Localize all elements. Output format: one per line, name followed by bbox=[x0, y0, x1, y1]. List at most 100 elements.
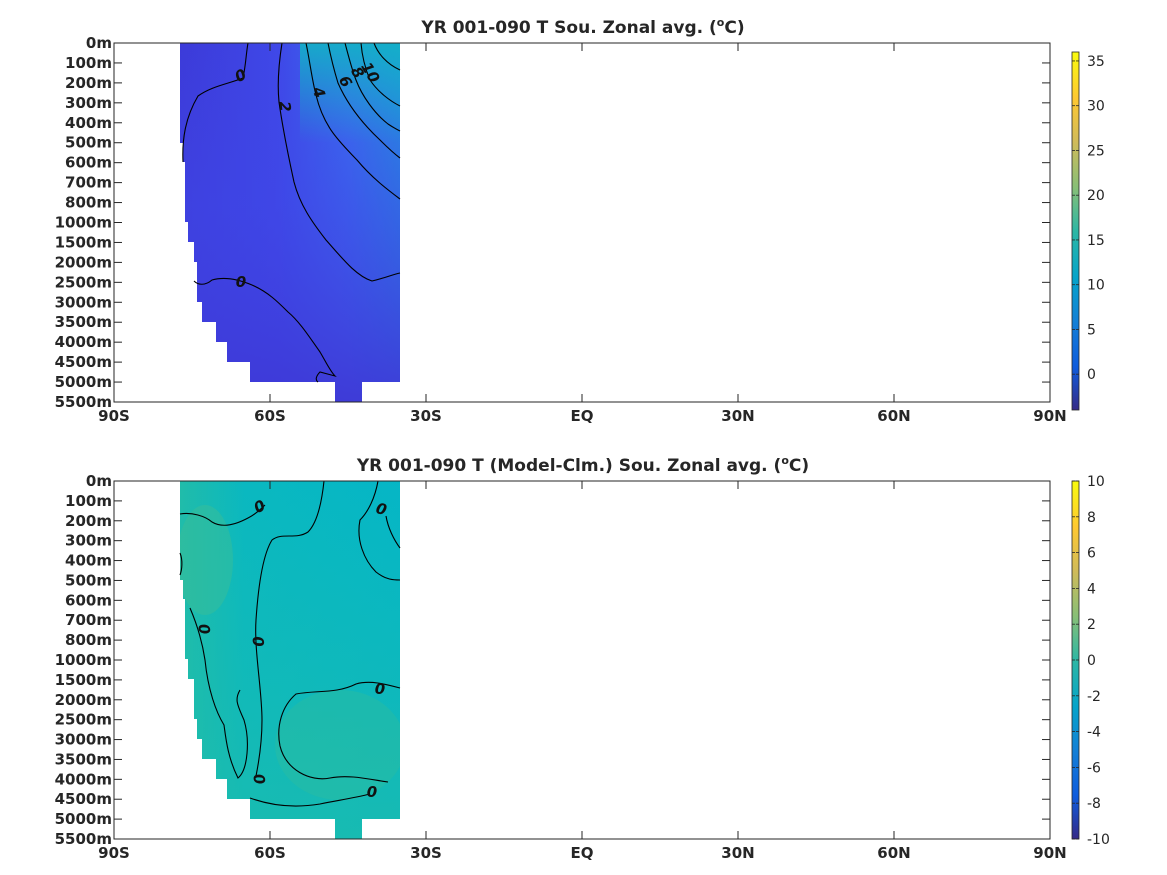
top-x-tick-label: 30S bbox=[410, 407, 442, 425]
bottom-title-sup: o bbox=[781, 454, 789, 467]
top-y-tick-label: 100m bbox=[65, 54, 112, 72]
bottom-x-tick-label: 60S bbox=[254, 844, 286, 862]
bottom-contour-label-6: 0 bbox=[249, 772, 269, 785]
bottom-contour-label-3: 0 bbox=[194, 622, 214, 635]
bottom-colorbar-tick-label: 6 bbox=[1087, 546, 1096, 562]
top-y-tick-label: 2500m bbox=[55, 273, 112, 291]
top-y-tick-label: 3500m bbox=[55, 313, 112, 331]
bottom-chart-title: YR 001-090 T (Model-Clm.) Sou. Zonal avg… bbox=[356, 454, 809, 476]
bottom-x-tick-label: 90N bbox=[1033, 844, 1066, 862]
top-y-tick-label: 700m bbox=[65, 174, 112, 192]
top-contour-0-upper bbox=[182, 42, 249, 163]
top-y-tick-label: 5000m bbox=[55, 373, 112, 391]
top-y-tick-label: 500m bbox=[65, 134, 112, 152]
top-x-tick-label: EQ bbox=[571, 407, 594, 425]
bottom-panel: YR 001-090 T (Model-Clm.) Sou. Zonal avg… bbox=[55, 454, 1110, 862]
top-panel: YR 001-090 T Sou. Zonal avg. (oC) 0 2 4 … bbox=[55, 16, 1105, 425]
bottom-y-tick-label: 1500m bbox=[55, 671, 112, 689]
top-colorbar-tick-label: 15 bbox=[1087, 233, 1105, 249]
bottom-y-tick-label: 2500m bbox=[55, 711, 112, 729]
bottom-y-tick-label: 200m bbox=[65, 512, 112, 530]
top-colorbar-tick-label: 25 bbox=[1087, 143, 1105, 159]
bottom-y-tick-label: 4000m bbox=[55, 770, 112, 788]
top-y-tick-label: 200m bbox=[65, 74, 112, 92]
bottom-contour-e bbox=[179, 552, 183, 576]
bottom-contour-label-7: 0 bbox=[367, 783, 377, 801]
bottom-y-tick-label: 600m bbox=[65, 591, 112, 609]
top-colorbar-ticks: 0 5 10 15 20 25 30 35 bbox=[1072, 54, 1105, 383]
top-contour-12 bbox=[373, 42, 401, 71]
bottom-x-tick-label: 30N bbox=[721, 844, 754, 862]
bottom-x-axis: 90S 60S 30S EQ 30N 60N 90N bbox=[98, 481, 1067, 862]
top-y-tick-label: 600m bbox=[65, 154, 112, 172]
bottom-contour-g bbox=[278, 681, 401, 783]
top-y-tick-label: 400m bbox=[65, 114, 112, 132]
bottom-y-tick-label: 700m bbox=[65, 611, 112, 629]
top-colorbar-tick-label: 5 bbox=[1087, 322, 1096, 338]
bottom-x-tick-label: 30S bbox=[410, 844, 442, 862]
top-y-tick-label: 4500m bbox=[55, 353, 112, 371]
top-y-tick-label: 2000m bbox=[55, 253, 112, 271]
top-y-tick-label: 3000m bbox=[55, 293, 112, 311]
bottom-colorbar-tick-label: 4 bbox=[1087, 581, 1096, 597]
bottom-y-tick-label: 5000m bbox=[55, 810, 112, 828]
top-y-tick-label: 300m bbox=[65, 94, 112, 112]
top-contour-4 bbox=[305, 42, 401, 200]
top-contours bbox=[182, 42, 401, 383]
bottom-y-tick-label: 0m bbox=[86, 472, 112, 490]
top-y-tick-label: 5500m bbox=[55, 393, 112, 411]
bottom-contours bbox=[179, 480, 401, 807]
bottom-y-tick-label: 300m bbox=[65, 532, 112, 550]
bottom-contour-b bbox=[255, 480, 325, 777]
bottom-x-tick-label: 90S bbox=[98, 844, 130, 862]
bottom-y-tick-label: 3000m bbox=[55, 731, 112, 749]
bottom-y-tick-label: 500m bbox=[65, 571, 112, 589]
top-y-axis: 0m 100m 200m 300m 400m 500m 600m 700m 800m 1000m1… bbox=[55, 34, 1050, 411]
bottom-y-tick-label: 4500m bbox=[55, 790, 112, 808]
top-y-tick-label: 1500m bbox=[55, 233, 112, 251]
top-colorbar-tick-label: 0 bbox=[1087, 367, 1096, 383]
top-colorbar-tick-label: 30 bbox=[1087, 99, 1105, 115]
top-y-tick-label: 0m bbox=[86, 34, 112, 52]
bottom-contour-f bbox=[189, 607, 248, 779]
top-y-tick-label: 1000m bbox=[55, 214, 112, 232]
bottom-contour-label-5: 0 bbox=[375, 680, 385, 698]
top-contour-8 bbox=[344, 42, 401, 132]
bottom-x-tick-label: EQ bbox=[571, 844, 594, 862]
bottom-colorbar-tick-label: -10 bbox=[1087, 832, 1110, 848]
bottom-colorbar-tick-label: 0 bbox=[1087, 653, 1096, 669]
top-colorbar-tick-label: 35 bbox=[1087, 54, 1105, 70]
top-contour-6 bbox=[327, 42, 401, 159]
top-x-tick-label: 30N bbox=[721, 407, 754, 425]
bottom-colorbar-tick-label: 10 bbox=[1087, 474, 1105, 490]
top-title-sup: o bbox=[717, 16, 725, 29]
top-x-tick-label: 90N bbox=[1033, 407, 1066, 425]
bottom-y-tick-label: 3500m bbox=[55, 750, 112, 768]
top-contour-label-0b: 0 bbox=[236, 273, 246, 291]
bottom-y-tick-label: 100m bbox=[65, 492, 112, 510]
bottom-colorbar-tick-label: -6 bbox=[1087, 760, 1101, 776]
top-contour-2 bbox=[277, 42, 401, 282]
bottom-contour-labels: 0 0 0 0 0 0 0 bbox=[194, 496, 389, 801]
top-contour-label-2: 2 bbox=[276, 101, 295, 113]
top-contour-0-lower bbox=[193, 277, 337, 383]
bottom-colorbar-tick-label: 2 bbox=[1087, 617, 1096, 633]
bottom-contour-label-2: 0 bbox=[374, 499, 389, 519]
top-x-tick-label: 60N bbox=[877, 407, 910, 425]
bottom-y-tick-label: 800m bbox=[65, 631, 112, 649]
bottom-colorbar-tick-label: 8 bbox=[1087, 510, 1096, 526]
bottom-contour-d bbox=[385, 515, 401, 549]
bottom-contour-label-4: 0 bbox=[249, 636, 268, 648]
bottom-title-text: YR 001-090 T (Model-Clm.) Sou. Zonal avg… bbox=[356, 456, 782, 476]
top-ocean-field bbox=[180, 43, 400, 402]
bottom-y-tick-label: 1000m bbox=[55, 651, 112, 669]
bottom-colorbar-tick-label: -8 bbox=[1087, 796, 1101, 812]
bottom-contour-c bbox=[358, 480, 401, 581]
bottom-title-unit: C) bbox=[789, 456, 809, 476]
top-y-tick-label: 4000m bbox=[55, 333, 112, 351]
bottom-contour-a bbox=[179, 504, 266, 526]
top-colorbar-tick-label: 10 bbox=[1087, 278, 1105, 294]
top-x-tick-label: 60S bbox=[254, 407, 286, 425]
bottom-colorbar-tick-label: -4 bbox=[1087, 725, 1101, 741]
